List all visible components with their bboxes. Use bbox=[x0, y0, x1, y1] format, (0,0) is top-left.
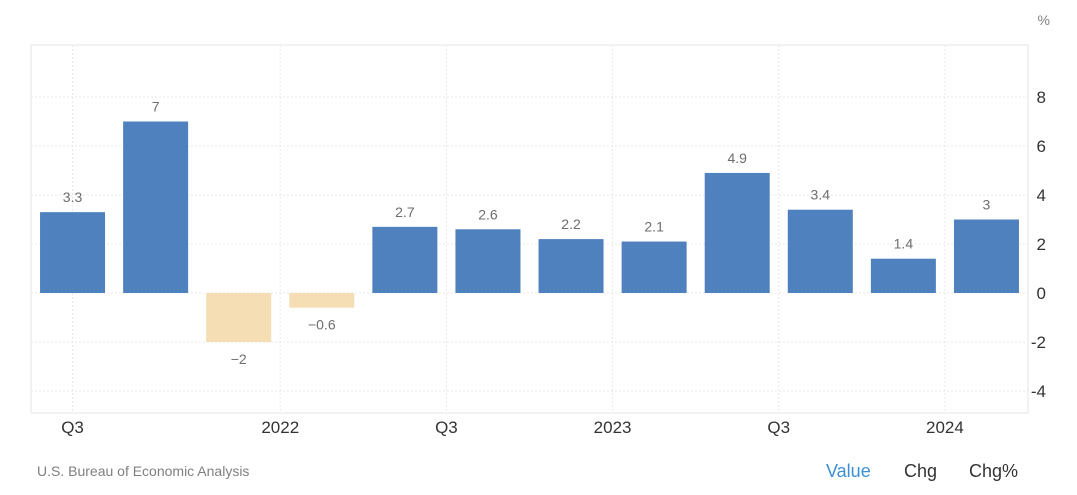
data-label: 2.7 bbox=[395, 204, 415, 220]
bar bbox=[538, 239, 604, 293]
bar bbox=[455, 229, 521, 293]
data-label: 4.9 bbox=[727, 150, 747, 166]
bar bbox=[289, 293, 355, 308]
x-tick-label: 2024 bbox=[926, 418, 964, 437]
y-tick-label: 0 bbox=[1037, 284, 1046, 303]
y-tick-label: 2 bbox=[1037, 235, 1046, 254]
y-tick-label: 4 bbox=[1037, 186, 1046, 205]
bar bbox=[870, 258, 936, 293]
x-tick-label: Q3 bbox=[61, 418, 84, 437]
bar bbox=[953, 219, 1019, 293]
x-tick-label: Q3 bbox=[435, 418, 458, 437]
data-label: −0.6 bbox=[308, 317, 336, 333]
bar bbox=[704, 172, 770, 293]
data-label: 2.1 bbox=[644, 219, 664, 235]
bar bbox=[40, 212, 106, 293]
x-tick-label: 2022 bbox=[261, 418, 299, 437]
x-tick-label: 2023 bbox=[594, 418, 632, 437]
y-tick-label: 8 bbox=[1037, 88, 1046, 107]
plot-frame bbox=[30, 44, 1029, 414]
y-unit-label: % bbox=[1038, 12, 1050, 28]
grid-lines bbox=[30, 44, 1029, 414]
y-tick-label: 6 bbox=[1037, 137, 1046, 156]
y-axis: 8 6 4 2 0 -2 -4% bbox=[1031, 12, 1050, 401]
y-tick-label: -4 bbox=[1031, 382, 1046, 401]
bar bbox=[787, 209, 853, 293]
value-button[interactable]: Value bbox=[826, 461, 871, 481]
data-label: 7 bbox=[152, 99, 160, 115]
x-axis: Q3 2022 Q3 2023 Q3 2024 bbox=[61, 418, 964, 437]
x-tick-label: Q3 bbox=[767, 418, 790, 437]
data-labels: 3.3 7 −2 −0.6 2.7 2.6 2.2 2.1 4.9 3.4 1.4 3 bbox=[63, 99, 991, 368]
chg-percent-button[interactable]: Chg% bbox=[969, 461, 1019, 481]
data-label: 3.4 bbox=[811, 187, 831, 203]
data-label: 3.3 bbox=[63, 189, 83, 205]
chg-button[interactable]: Chg bbox=[904, 461, 938, 481]
bar bbox=[206, 293, 272, 342]
source-label: U.S. Bureau of Economic Analysis bbox=[37, 463, 250, 479]
bar bbox=[123, 121, 189, 293]
bar bbox=[621, 241, 687, 293]
bars bbox=[40, 121, 1019, 342]
bar bbox=[372, 226, 438, 293]
data-label: 3 bbox=[983, 197, 991, 213]
data-label: 2.6 bbox=[478, 206, 498, 222]
bar-chart: 3.3 7 −2 −0.6 2.7 2.6 2.2 2.1 4.9 3.4 1.4 3 8 6 4 2 0 -2… bbox=[30, 12, 1050, 437]
data-label: 1.4 bbox=[894, 236, 914, 252]
y-tick-label: -2 bbox=[1031, 333, 1046, 352]
data-label: 2.2 bbox=[561, 216, 581, 232]
data-label: −2 bbox=[231, 351, 247, 367]
